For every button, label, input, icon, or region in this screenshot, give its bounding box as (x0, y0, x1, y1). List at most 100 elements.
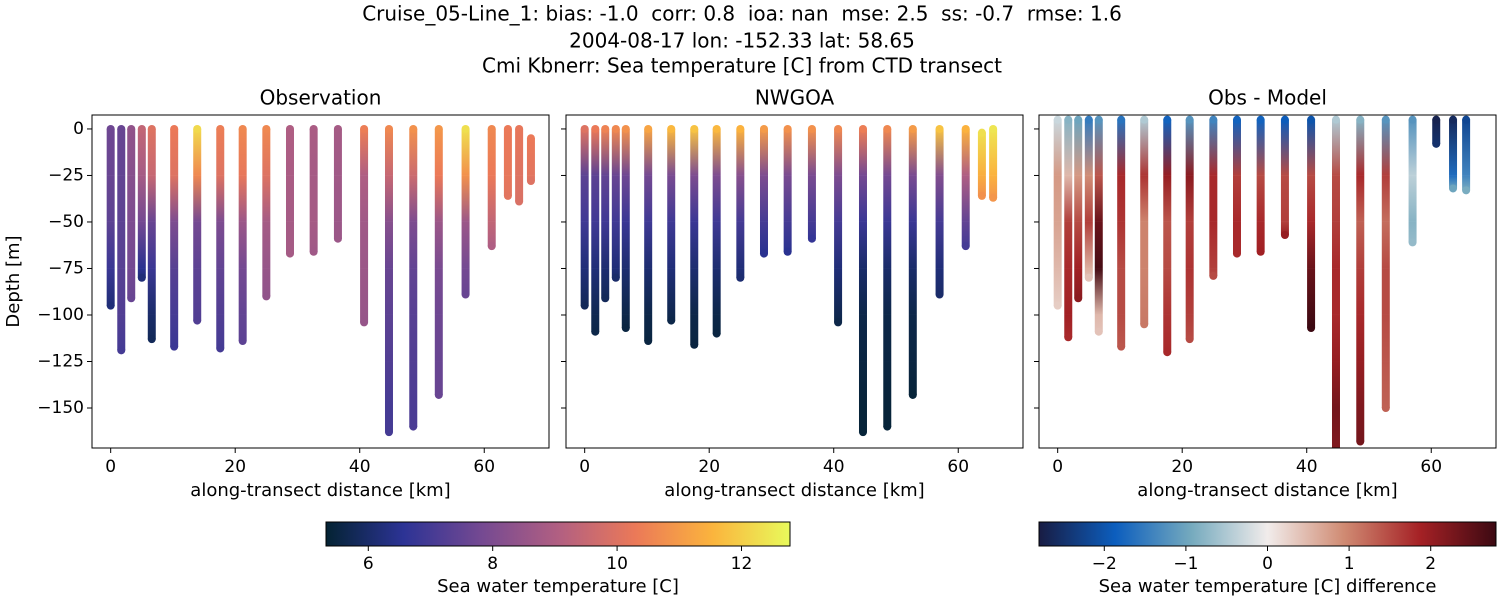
panel-title: NWGOA (755, 86, 835, 110)
profile-segment (580, 175, 589, 222)
profile-segment (384, 408, 393, 433)
profile-segment (1074, 221, 1083, 269)
profile-segment (1064, 175, 1073, 222)
profile-segment (106, 128, 115, 176)
colorbar-label: Sea water temperature [C] difference (1099, 576, 1437, 597)
profile-segment (106, 268, 115, 306)
profile-segment (1331, 408, 1340, 448)
profile-segment (1053, 119, 1062, 176)
profile-point (106, 124, 115, 133)
profile-segment (526, 138, 535, 176)
profile-point (1064, 333, 1073, 342)
profile-segment (360, 128, 369, 176)
profile-point (908, 390, 917, 399)
profile-segment (644, 314, 653, 342)
colorbar-tick-label: 1 (1344, 554, 1355, 574)
profile-segment (807, 175, 816, 222)
profile-segment (1280, 119, 1289, 176)
profile-segment (1084, 119, 1093, 176)
profile-segment (1094, 221, 1103, 269)
profile-segment (1117, 221, 1126, 269)
y-tick-label: −25 (48, 165, 84, 185)
profile-segment (1117, 175, 1126, 222)
profile-point (117, 346, 126, 355)
profile-segment (591, 314, 600, 332)
y-tick-label: −150 (37, 398, 84, 418)
profile-point (580, 301, 589, 310)
profile-segment (1462, 175, 1471, 191)
profile-point (1140, 115, 1149, 124)
profile-segment (759, 128, 768, 176)
profile-segment (783, 128, 792, 176)
profile-segment (1331, 119, 1340, 176)
profile-segment (961, 175, 970, 222)
profile-segment (712, 128, 721, 176)
x-tick-label: 0 (579, 457, 590, 477)
profile-segment (384, 314, 393, 362)
profile-segment (591, 268, 600, 315)
profile-segment (1232, 119, 1241, 176)
profile-segment (834, 268, 843, 323)
profile-segment (834, 221, 843, 269)
profile-segment (333, 128, 342, 176)
profile-point (712, 329, 721, 338)
profile-segment (147, 175, 156, 222)
profile-segment (1331, 314, 1340, 362)
profile-segment (1163, 119, 1172, 176)
profile-segment (434, 268, 443, 315)
profile-point (1053, 115, 1062, 124)
x-tick-label: 60 (473, 457, 495, 477)
profile-segment (1053, 221, 1062, 269)
profile-segment (1140, 221, 1149, 269)
profile-point (1094, 327, 1103, 336)
profile-segment (193, 175, 202, 222)
profile-point (461, 124, 470, 133)
profile-point (137, 273, 146, 282)
profile-segment (117, 175, 126, 222)
profile-segment (1331, 221, 1340, 269)
profile-point (487, 124, 496, 133)
profile-point (216, 344, 225, 353)
profile-point (644, 124, 653, 133)
profile-point (1232, 249, 1241, 258)
profile-segment (262, 175, 271, 222)
profile-segment (736, 175, 745, 222)
profile-segment (409, 175, 418, 222)
profile-segment (285, 175, 294, 222)
profile-point (989, 124, 998, 133)
profile-segment (759, 175, 768, 222)
profile-segment (783, 175, 792, 222)
profile-point (461, 290, 470, 299)
profile-segment (1094, 119, 1103, 176)
figure-subtitle: Cmi Kbnerr: Sea temperature [C] from CTD… (482, 54, 1002, 78)
profile-point (935, 290, 944, 299)
profile-segment (1185, 221, 1194, 269)
profile-segment (285, 221, 294, 254)
profile-point (621, 324, 630, 333)
profile-segment (1280, 175, 1289, 222)
profile-segment (461, 221, 470, 269)
profile-segment (644, 175, 653, 222)
colorbar-tick-label: 10 (606, 554, 628, 574)
profile-point (580, 124, 589, 133)
profile-segment (127, 221, 136, 269)
profile-segment (360, 175, 369, 222)
profile-segment (1094, 268, 1103, 315)
profile-segment (611, 221, 620, 269)
profile-segment (1462, 119, 1471, 176)
profile-segment (333, 175, 342, 222)
profile-segment (170, 128, 179, 176)
profile-segment (908, 361, 917, 395)
profile-point (858, 428, 867, 437)
profile-segment (487, 128, 496, 176)
profile-segment (137, 128, 146, 176)
profile-segment (908, 314, 917, 362)
figure-title: Cruise_05-Line_1: bias: -1.0 corr: 0.8 i… (362, 2, 1122, 26)
profile-point (977, 191, 986, 200)
profile-segment (216, 221, 225, 269)
profile-point (591, 327, 600, 336)
profile-segment (1117, 314, 1126, 347)
profile-segment (1408, 221, 1417, 243)
profiles (580, 124, 998, 437)
